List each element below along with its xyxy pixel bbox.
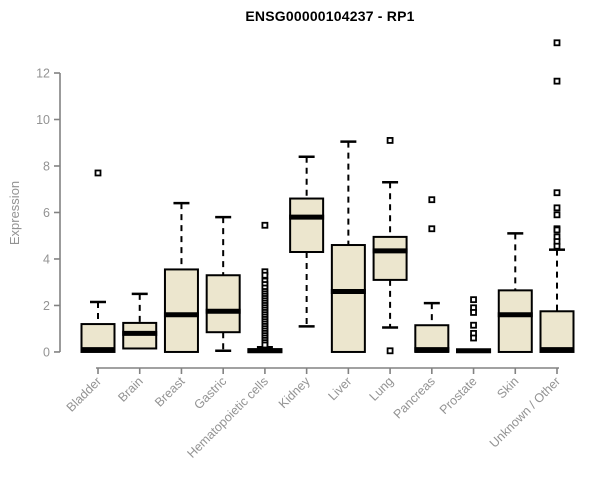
iqr-box	[163, 268, 199, 353]
x-tick-label-hematopoietic-cells: Hematopoietic cells	[184, 374, 271, 461]
outlier-point	[386, 137, 394, 144]
y-tick-label: 4	[43, 252, 50, 266]
outlier-point	[553, 77, 561, 85]
y-tick-label: 2	[43, 299, 50, 313]
outlier-point	[428, 196, 436, 204]
iqr-box	[289, 197, 325, 254]
iqr-box	[497, 289, 533, 353]
x-tick-label-skin: Skin	[494, 374, 521, 401]
iqr-box	[539, 310, 575, 353]
y-tick-label: 8	[43, 159, 50, 173]
x-tick-label-kidney: Kidney	[276, 374, 313, 411]
y-tick-label: 12	[36, 67, 50, 81]
outlier-point	[261, 271, 269, 279]
outlier-point	[386, 347, 394, 355]
y-axis: 0 2 4 6 8 10 12	[36, 67, 61, 359]
x-tick-label-prostate: Prostate	[437, 374, 480, 417]
x-tick-label-lung: Lung	[367, 374, 397, 404]
outlier-point	[261, 341, 269, 349]
outlier-point	[470, 309, 477, 316]
x-tick-label-brain: Brain	[115, 374, 146, 405]
outlier-point	[553, 226, 561, 234]
iqr-box	[330, 244, 366, 353]
outlier-point	[261, 221, 269, 229]
box-hematopoietic-cells	[247, 221, 283, 354]
outlier-point	[553, 211, 561, 219]
box-pancreas	[414, 196, 450, 353]
box-breast	[163, 201, 199, 353]
x-tick-label-liver: Liver	[325, 374, 354, 403]
box-skin	[497, 232, 533, 353]
box-liver	[330, 140, 366, 353]
y-tick-label: 0	[43, 345, 50, 359]
box-lung	[372, 137, 408, 355]
y-tick-label: 10	[36, 113, 50, 127]
iqr-box	[372, 235, 408, 281]
box-brain	[122, 292, 158, 350]
box-kidney	[289, 155, 325, 328]
box-bladder	[80, 169, 116, 353]
x-tick-label-pancreas: Pancreas	[391, 374, 438, 421]
box-unknown-other	[539, 39, 575, 353]
x-tick-label-gastric: Gastric	[191, 374, 229, 412]
outlier-point	[94, 169, 102, 177]
outlier-point	[428, 225, 436, 233]
y-tick-label: 6	[43, 206, 50, 220]
outlier-point	[553, 39, 561, 47]
outlier-point	[470, 296, 477, 304]
box-gastric	[205, 215, 241, 353]
outlier-point	[553, 204, 561, 212]
outlier-point	[470, 321, 477, 329]
outlier-point	[553, 242, 561, 250]
iqr-box	[205, 274, 241, 334]
outlier-point	[470, 334, 477, 342]
x-tick-label-bladder: Bladder	[64, 374, 104, 414]
x-tick-label-unknown-other: Unknown / Other	[487, 374, 563, 450]
box-prostate	[456, 296, 492, 354]
chart-title: ENSG00000104237 - RP1	[245, 8, 415, 24]
outlier-point	[553, 189, 561, 197]
x-tick-label-breast: Breast	[152, 374, 188, 410]
